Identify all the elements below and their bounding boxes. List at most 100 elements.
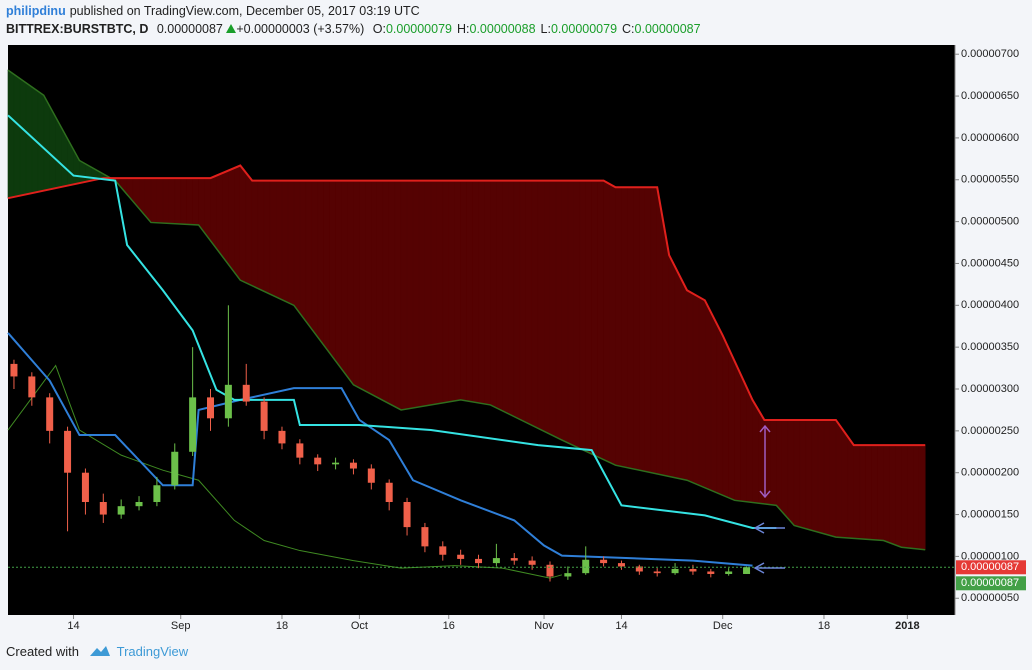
- cloud: [525, 180, 533, 426]
- candle-body: [510, 558, 518, 561]
- cloud: [317, 180, 324, 346]
- cloud: [537, 180, 545, 432]
- cloud: [269, 180, 277, 298]
- cloud: [901, 444, 908, 549]
- cloud: [496, 180, 503, 412]
- cloud: [895, 444, 902, 548]
- candle-body: [707, 571, 715, 574]
- candle-body: [349, 462, 357, 469]
- y-tick-label: 0.00000550: [961, 174, 1019, 186]
- cloud: [198, 177, 205, 234]
- ohlc-label: H:: [457, 22, 470, 36]
- cloud: [519, 180, 527, 423]
- cloud: [787, 419, 795, 527]
- candle-body: [332, 462, 340, 465]
- candle-body: [528, 560, 536, 565]
- cloud: [752, 398, 759, 504]
- cloud: [359, 180, 366, 392]
- cloud: [644, 186, 652, 474]
- ohlc: O:0.00000079 H:0.00000088 L:0.00000079 C:0.…: [368, 22, 701, 36]
- cloud: [686, 289, 694, 484]
- cloud: [192, 177, 199, 226]
- lagging-line: [7, 364, 563, 579]
- x-tick-label: 16: [443, 620, 455, 632]
- candle-body: [635, 566, 643, 572]
- layer: [7, 69, 955, 582]
- cloud: [216, 172, 223, 258]
- change: +0.00000003 (+3.57%): [236, 22, 365, 36]
- cloud: [918, 444, 926, 551]
- ohlc-value: 0.00000087: [634, 22, 701, 36]
- candle-body: [367, 468, 375, 483]
- candle-body: [207, 397, 215, 419]
- cloud: [758, 408, 765, 505]
- ohlc-value: 0.00000088: [469, 22, 536, 36]
- brand[interactable]: TradingView: [116, 644, 189, 659]
- cloud: [323, 180, 330, 354]
- quote-line: BITTREX:BURSTBTC, D 0.00000087 +0.000000…: [6, 22, 701, 36]
- candle-body: [582, 559, 590, 574]
- cloud: [371, 180, 378, 398]
- ohlc-value: 0.00000079: [550, 22, 618, 36]
- cloud: [627, 186, 634, 470]
- cloud: [150, 177, 158, 224]
- cloud: [251, 180, 259, 290]
- cloud: [531, 180, 539, 429]
- candle-body: [421, 527, 429, 547]
- cloud: [186, 177, 193, 225]
- candle-body: [10, 363, 18, 377]
- candle-body: [617, 563, 625, 567]
- y-tick-label: 0.00000250: [961, 425, 1019, 437]
- y-tick-label: 0.00000700: [961, 48, 1019, 60]
- cloud: [877, 444, 884, 541]
- cloud: [400, 180, 408, 411]
- cloud: [329, 180, 336, 362]
- cloud: [656, 187, 664, 476]
- candle-body: [689, 568, 697, 572]
- candle-body: [171, 451, 179, 486]
- cloud: [347, 180, 354, 386]
- logo: [89, 646, 110, 656]
- cloud: [567, 180, 575, 447]
- cloud: [418, 180, 426, 408]
- cloud: [728, 348, 735, 501]
- cloud: [859, 444, 866, 540]
- cloud: [13, 73, 21, 198]
- cloud: [239, 164, 247, 284]
- up-icon: [226, 24, 237, 33]
- cloud: [615, 186, 622, 467]
- chart: 0.00000050 0.00000100 0.00000150 0.00000200…: [7, 45, 1026, 632]
- cloud: [353, 180, 360, 389]
- cloud: [865, 444, 872, 540]
- y-tick-label: 0.00000150: [961, 508, 1019, 520]
- candle-body: [671, 568, 679, 574]
- arrow-head: [753, 562, 765, 574]
- cloud: [454, 180, 461, 402]
- y-tick-label: 0.00000500: [961, 216, 1019, 228]
- author[interactable]: philipdinu: [6, 4, 66, 18]
- price-tag-label: 0.00000087: [961, 561, 1019, 573]
- kijun-line: [7, 332, 753, 567]
- y-tick-label: 0.00000050: [961, 592, 1019, 604]
- cloud: [234, 165, 241, 282]
- candle-body: [81, 472, 89, 503]
- cloud: [746, 386, 753, 503]
- cloud: [7, 69, 15, 199]
- cloud: [49, 105, 56, 190]
- cloud: [603, 180, 610, 463]
- cloud: [716, 323, 724, 496]
- cloud: [680, 278, 688, 481]
- cloud: [210, 175, 217, 250]
- cloud: [204, 177, 211, 242]
- cloud: [442, 180, 450, 404]
- arrow-head: [759, 490, 771, 499]
- cloud: [287, 180, 295, 306]
- price-tag-label: 0.00000087: [961, 577, 1019, 589]
- cloud: [436, 180, 444, 405]
- cloud: [335, 180, 342, 370]
- cloud: [299, 180, 307, 323]
- cloud: [460, 180, 467, 402]
- cloud: [478, 180, 485, 405]
- candle-body: [385, 482, 393, 503]
